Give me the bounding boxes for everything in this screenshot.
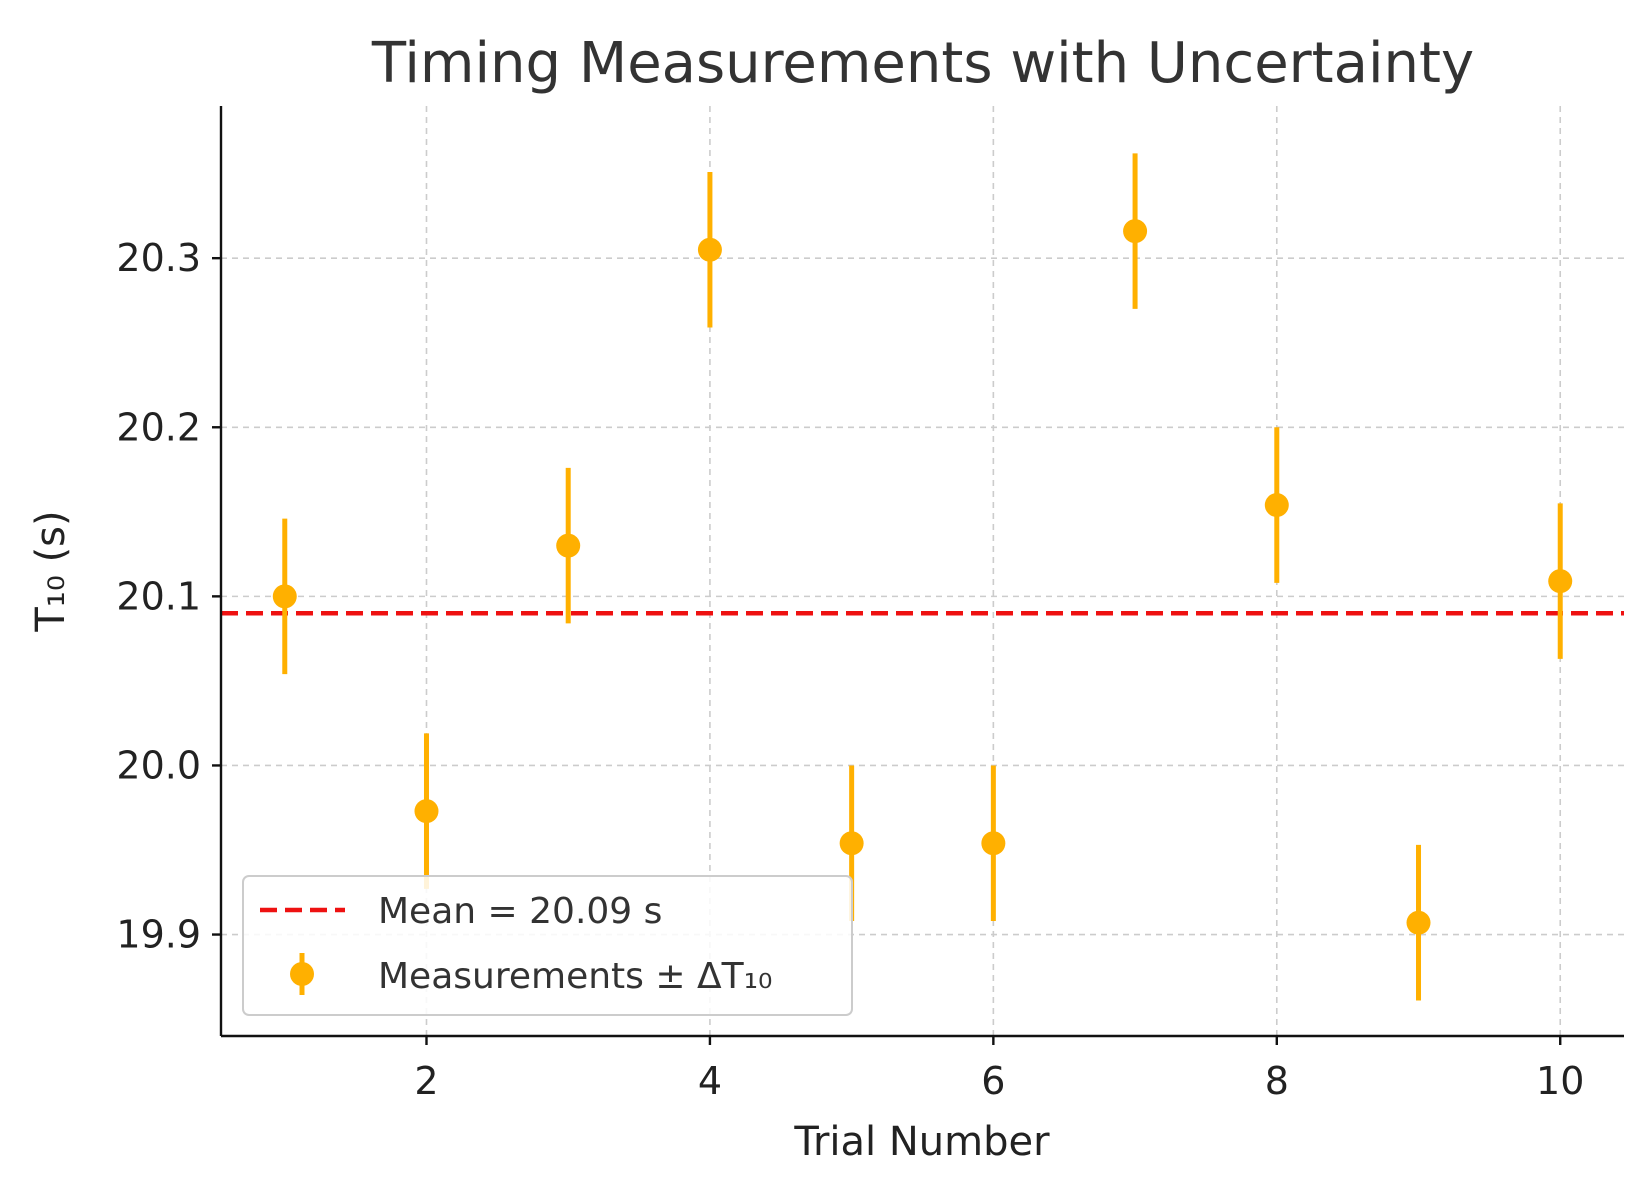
data-point [414, 799, 439, 824]
data-point [697, 237, 722, 262]
data-points-layer [272, 153, 1573, 1001]
chart-title: Timing Measurements with Uncertainty [371, 31, 1474, 96]
data-point [981, 831, 1006, 856]
y-tick-label: 20.2 [116, 405, 201, 449]
y-tick-label: 20.0 [116, 743, 201, 787]
x-tick-label: 10 [1536, 1059, 1584, 1103]
y-tick-label: 19.9 [116, 913, 201, 957]
data-point [1264, 493, 1289, 518]
x-axis-label: Trial Number [793, 1119, 1050, 1165]
data-point [839, 831, 864, 856]
y-axis-label: T₁₀ (s) [28, 510, 74, 632]
axis-ticks: 19.9 20.0 20.1 20.2 20.3 2 4 6 8 10 [116, 236, 1584, 1103]
y-tick-label: 20.1 [116, 574, 201, 618]
legend-box [242, 875, 853, 1016]
x-tick-label: 4 [698, 1059, 722, 1103]
x-tick-label: 2 [414, 1059, 438, 1103]
y-tick-label: 20.3 [116, 236, 201, 280]
legend: Mean = 20.09 s Measurements ± ΔT₁₀ [242, 875, 853, 1016]
x-tick-label: 8 [1265, 1059, 1289, 1103]
legend-measurements-label: Measurements ± ΔT₁₀ [378, 956, 772, 997]
data-point [272, 584, 297, 609]
data-point [1406, 910, 1431, 935]
data-point [556, 533, 581, 558]
legend-point-swatch [290, 962, 314, 986]
data-point [1123, 219, 1148, 244]
x-tick-label: 6 [981, 1059, 1005, 1103]
data-point [1548, 569, 1573, 594]
legend-mean-label: Mean = 20.09 s [378, 891, 662, 932]
